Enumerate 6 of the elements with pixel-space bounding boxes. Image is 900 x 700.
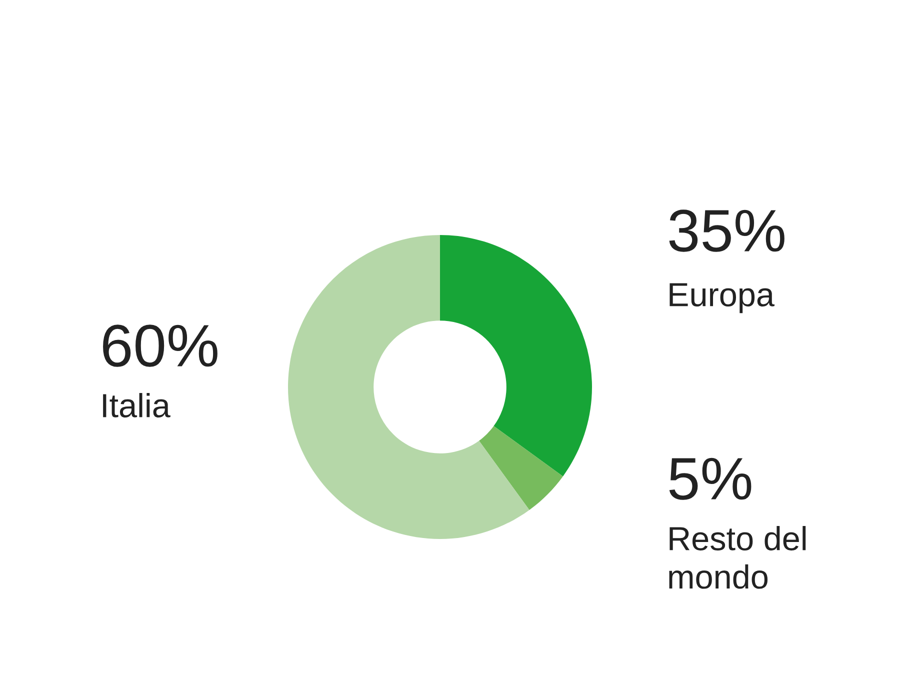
data-label: 5%	[669, 458, 752, 500]
slice-label: Europa	[670, 283, 774, 314]
slice-label: Italia	[103, 393, 170, 418]
data-label: 35%	[669, 210, 784, 252]
slice-label: Resto del mondo	[669, 526, 806, 589]
data-label: 60%	[103, 324, 218, 367]
